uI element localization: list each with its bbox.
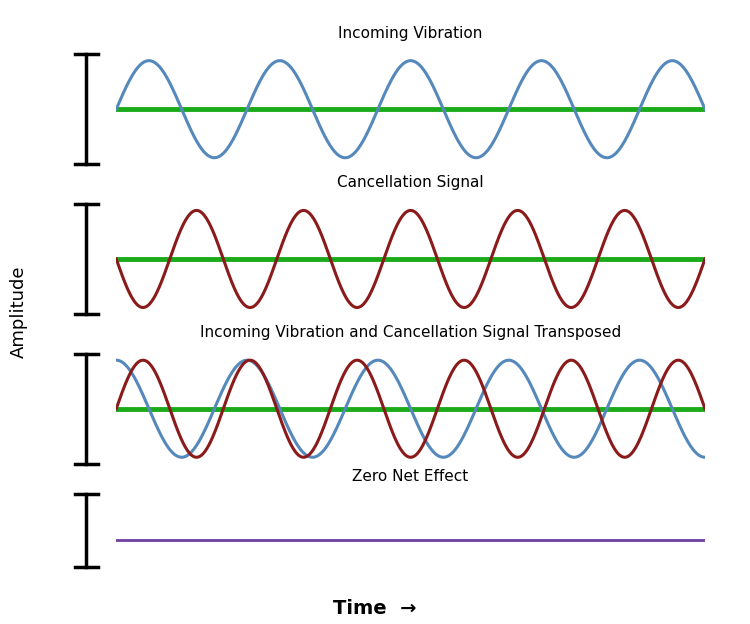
Text: Cancellation Signal: Cancellation Signal [338, 175, 484, 190]
Text: Time  →: Time → [333, 599, 417, 618]
Text: Incoming Vibration and Cancellation Signal Transposed: Incoming Vibration and Cancellation Sign… [200, 325, 621, 340]
Text: Amplitude: Amplitude [10, 266, 28, 358]
Text: Incoming Vibration: Incoming Vibration [338, 26, 483, 41]
Text: Zero Net Effect: Zero Net Effect [352, 469, 469, 484]
